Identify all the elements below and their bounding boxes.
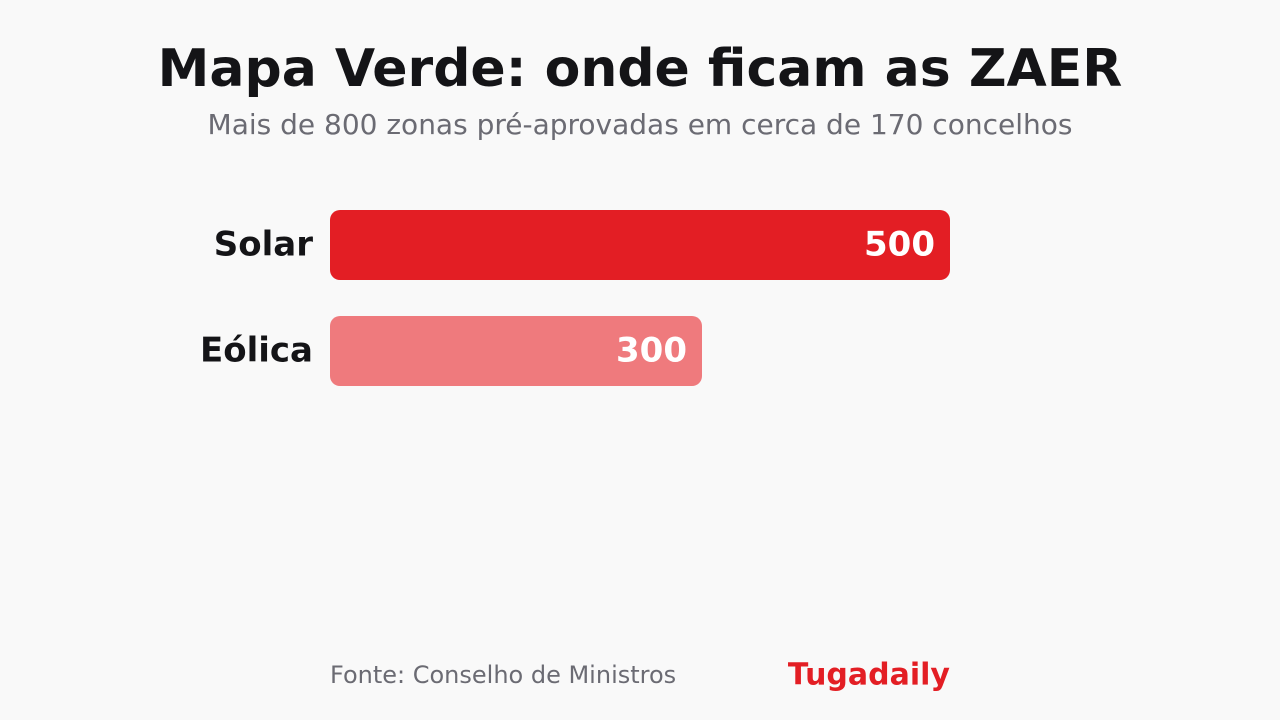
source: Fonte: Conselho de Ministros	[330, 661, 676, 689]
bar	[330, 316, 702, 386]
chart-subtitle: Mais de 800 zonas pré-aprovadas em cerca…	[208, 108, 1073, 141]
category-label: Solar	[214, 225, 313, 265]
value-label: 500	[864, 225, 935, 265]
category-label: Eólica	[200, 331, 313, 371]
bar	[330, 210, 950, 280]
brand: Tugadaily	[788, 658, 951, 693]
chart-title: Mapa Verde: onde ficam as ZAER	[158, 39, 1123, 99]
value-label: 300	[616, 331, 687, 371]
